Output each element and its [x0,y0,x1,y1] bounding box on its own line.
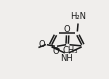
Text: H₂N: H₂N [70,12,86,21]
Text: O: O [39,40,45,49]
Text: O: O [53,47,60,56]
Text: O: O [64,25,70,34]
Text: NH: NH [60,54,73,63]
Text: CH₃: CH₃ [62,46,77,55]
